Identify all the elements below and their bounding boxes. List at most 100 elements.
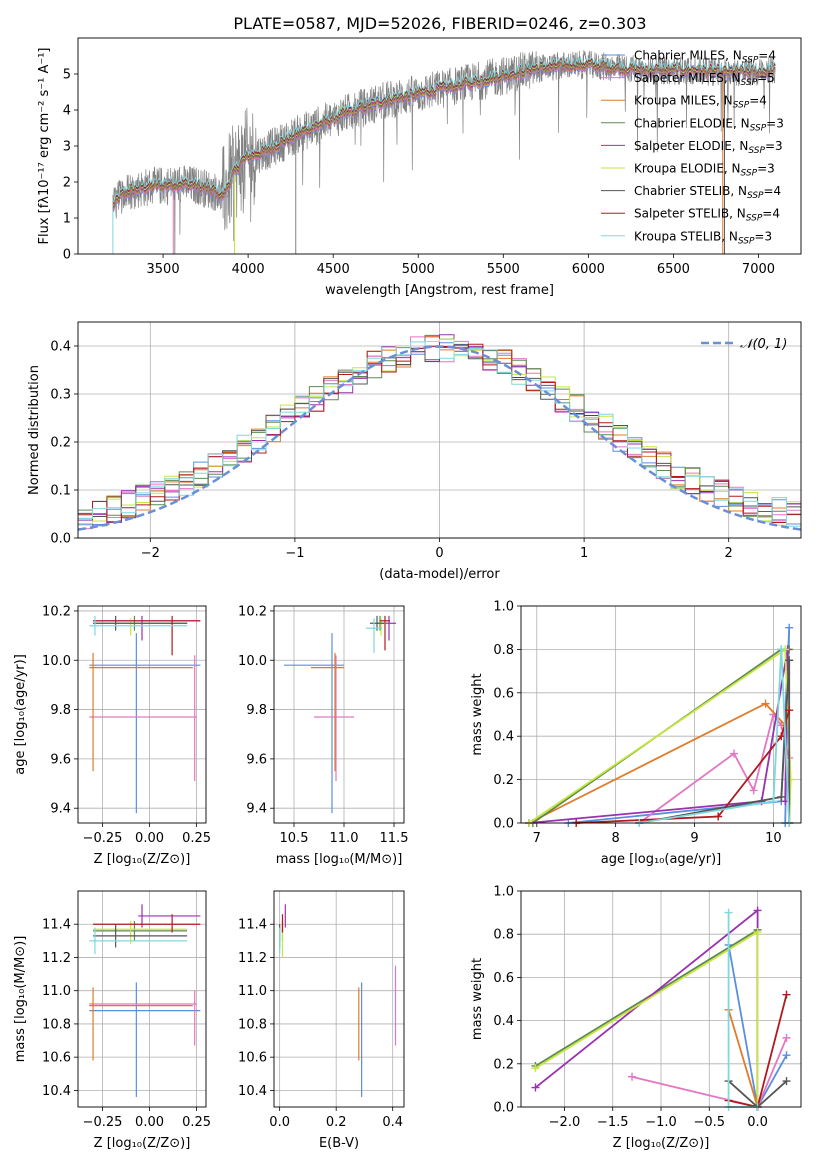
legend-entry: Kroupa STELIB, NSSP=3 — [634, 229, 772, 246]
legend-suffix: =4 — [749, 94, 767, 108]
x-tick-label: −2 — [141, 546, 160, 561]
x-axis-label: wavelength [Angstrom, rest frame] — [325, 283, 554, 298]
y-tick-label: 10.2 — [238, 604, 267, 619]
x-tick-label: 3500 — [147, 262, 180, 277]
legend-suffix: =3 — [757, 162, 775, 176]
legend-suffix: =3 — [766, 116, 784, 130]
x-tick-label: 0.0 — [269, 1115, 290, 1130]
axes-frame — [520, 890, 802, 1108]
panel-residuals: −2 −1 0 1 2 0.0 0.1 0.2 0.3 0.4 𝒩(0, 1) (data-model… — [27, 321, 802, 582]
y-tick-label: 10.4 — [238, 1084, 267, 1099]
legend-subscript: SSP — [748, 146, 765, 156]
x-tick-label: 0.2 — [326, 1115, 347, 1130]
weight-line-salpeter-elodie — [528, 649, 789, 824]
x-tick-label: 4500 — [317, 262, 350, 277]
x-tick-label: 10 — [765, 831, 782, 846]
weight-point-marker — [769, 797, 778, 806]
y-tick-label: 0 — [63, 248, 71, 263]
histogram-kroupa-elodie — [78, 338, 801, 526]
y-tick-label: 0.3 — [50, 388, 71, 403]
weight-point-marker — [785, 623, 794, 632]
model-line-kroupa-stelib — [112, 56, 776, 204]
y-tick-label: 11.4 — [238, 918, 267, 933]
legend-subscript: SSP — [733, 101, 750, 111]
axes-frame — [77, 890, 207, 1108]
panel-weight_vs_age: 7 8 9 10 0.0 0.2 0.4 0.6 0.8 1.0 age [log₁₀(age/yr… — [470, 600, 802, 867]
legend-suffix: =5 — [757, 71, 775, 85]
legend-entry: Salpeter STELIB, NSSP=4 — [634, 207, 780, 224]
y-tick-label: 10.2 — [42, 604, 71, 619]
x-tick-label: 11.5 — [380, 831, 409, 846]
axes-frame — [77, 605, 207, 824]
x-tick-label: 0.00 — [135, 1115, 164, 1130]
y-tick-label: 11.0 — [42, 984, 71, 999]
y-tick-label: 11.2 — [42, 951, 71, 966]
y-tick-label: 0.0 — [493, 817, 514, 832]
x-axis-label: Z [log₁₀(Z/Z⊙)] — [94, 1136, 191, 1151]
weight-point-marker — [777, 732, 786, 741]
y-tick-label: 1 — [63, 212, 71, 227]
y-axis-label: age [log₁₀(age/yr)] — [13, 654, 28, 775]
x-tick-label: 9 — [690, 831, 698, 846]
x-tick-label: 6500 — [657, 262, 690, 277]
y-tick-label: 0.8 — [493, 643, 514, 658]
legend-suffix: =3 — [754, 229, 772, 243]
y-tick-label: 2 — [63, 176, 71, 191]
y-tick-label: 9.6 — [246, 752, 267, 767]
x-tick-label: 10.5 — [280, 831, 309, 846]
y-tick-label: 0.8 — [493, 928, 514, 943]
y-tick-label: 1.0 — [493, 885, 514, 900]
x-axis-label: age [log₁₀(age/yr)] — [601, 852, 722, 867]
y-axis-label: Flux [fλ10⁻¹⁷ erg cm⁻² s⁻¹ A⁻¹] — [37, 48, 52, 245]
weight-point-marker — [777, 645, 786, 654]
y-tick-label: 0.0 — [493, 1101, 514, 1116]
x-tick-label: 0.25 — [182, 831, 211, 846]
axes-frame — [273, 605, 405, 824]
legend-subscript: SSP — [750, 123, 767, 133]
x-tick-label: 2 — [725, 546, 733, 561]
x-axis-label: E(B-V) — [319, 1136, 359, 1151]
weight-point-marker — [782, 990, 791, 999]
panel-weight_vs_Z: −2.0 −1.5 −1.0 −0.5 0.0 0.0 0.2 0.4 0.6 0.8 1.0 Z [… — [470, 885, 802, 1151]
weight-point-marker — [782, 1051, 791, 1060]
y-tick-label: 11.0 — [238, 984, 267, 999]
weight-line-kroupa-miles — [727, 1009, 759, 1108]
legend-suffix: =3 — [765, 139, 783, 153]
y-tick-label: 0.6 — [493, 971, 514, 986]
panel-spectrum: 3500 4000 4500 5000 5500 6000 6500 7000 0 1 2 3 4 5 wa… — [37, 37, 802, 298]
y-tick-label: 5 — [63, 68, 71, 83]
legend-entry: Salpeter MILES, NSSP=5 — [634, 71, 775, 88]
x-tick-label: 1 — [580, 546, 588, 561]
x-tick-label: 6000 — [572, 262, 605, 277]
y-tick-label: 1.0 — [493, 600, 514, 615]
panel-mass_vs_ebv: 0.0 0.2 0.4 10.4 10.6 10.8 11.0 11.2 11.4 E(B-V) — [238, 890, 405, 1151]
y-tick-label: 0.2 — [493, 773, 514, 788]
legend-suffix: =4 — [764, 184, 782, 198]
x-tick-label: 5500 — [487, 262, 520, 277]
weight-point-marker — [777, 792, 786, 801]
legend-entry: 𝒩(0, 1) — [740, 337, 787, 352]
x-axis-label: (data-model)/error — [379, 567, 500, 582]
legend-entry: Chabrier MILES, NSSP=4 — [634, 49, 776, 66]
weight-line-kroupa-stelib — [639, 649, 791, 824]
y-tick-label: 10.8 — [238, 1017, 267, 1032]
x-tick-label: −1.5 — [597, 1115, 629, 1130]
y-tick-label: 10.8 — [42, 1017, 71, 1032]
x-tick-label: −1 — [285, 546, 304, 561]
legend-entry: Salpeter ELODIE, NSSP=3 — [634, 139, 783, 156]
y-tick-label: 0.0 — [50, 532, 71, 547]
weight-point-marker — [782, 1077, 791, 1086]
y-tick-label: 9.8 — [50, 703, 71, 718]
legend-entry: Chabrier ELODIE, NSSP=3 — [634, 116, 784, 133]
x-tick-label: 4000 — [232, 262, 265, 277]
x-tick-label: 0 — [435, 546, 443, 561]
y-tick-label: 3 — [63, 140, 71, 155]
x-tick-label: 5000 — [402, 262, 435, 277]
x-axis-label: mass [log₁₀(M/M⊙)] — [276, 852, 403, 867]
y-tick-label: 10.6 — [238, 1051, 267, 1066]
legend-subscript: SSP — [747, 191, 764, 201]
x-axis-label: Z [log₁₀(Z/Z⊙)] — [613, 1136, 710, 1151]
weight-point-marker — [714, 812, 723, 821]
axes-frame — [273, 890, 405, 1108]
weight-point-marker — [753, 928, 762, 937]
